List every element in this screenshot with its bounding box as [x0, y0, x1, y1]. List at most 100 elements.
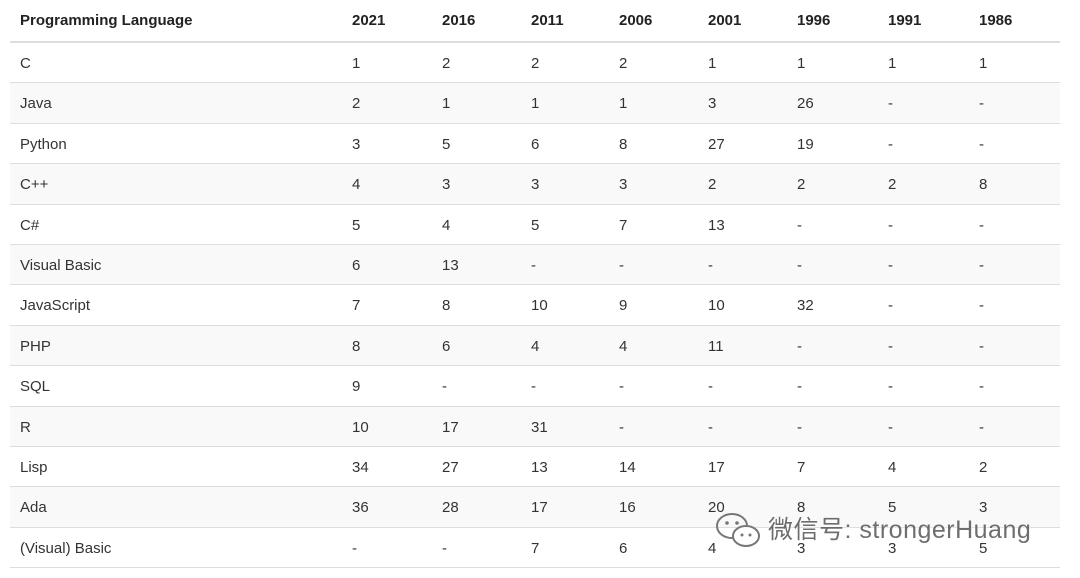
- rank-cell: 7: [619, 216, 628, 234]
- language-cell: Visual Basic: [20, 257, 102, 274]
- rank-cell: -: [531, 257, 536, 274]
- table-row: Lisp 34 27 13 14 17 7 4 2: [10, 447, 1060, 488]
- header-cell: 2021: [352, 12, 386, 29]
- watermark-text: 微信号: strongerHuang: [768, 516, 1032, 544]
- table-row: SQL 9 - - - - - - -: [10, 366, 1060, 407]
- rank-cell: 9: [352, 378, 361, 396]
- rank-cell: -: [888, 95, 893, 113]
- rank-cell: -: [979, 95, 984, 113]
- rank-cell: 34: [352, 459, 369, 476]
- rank-cell: 5: [352, 216, 361, 234]
- table-row: Java 2 1 1 1 3 26 - -: [10, 83, 1060, 124]
- rank-cell: 19: [797, 135, 814, 153]
- rank-cell: 2: [797, 176, 806, 194]
- rank-cell: -: [979, 418, 984, 436]
- rank-cell: 4: [442, 216, 451, 234]
- rank-cell: 10: [531, 297, 548, 315]
- rank-cell: 1: [979, 55, 988, 72]
- rank-cell: 5: [888, 499, 897, 517]
- header-cell: 2001: [708, 12, 742, 29]
- rank-cell: 7: [797, 459, 806, 476]
- header-cell: 2011: [531, 12, 564, 29]
- rank-cell: -: [888, 337, 893, 355]
- rank-cell: 7: [352, 297, 361, 315]
- rank-cell: 1: [352, 55, 361, 72]
- language-cell: Python: [20, 135, 67, 153]
- rank-cell: 16: [619, 499, 636, 517]
- rank-cell: 2: [619, 55, 628, 72]
- rank-cell: 14: [619, 459, 636, 476]
- rank-cell: -: [888, 257, 893, 274]
- rank-cell: -: [979, 297, 984, 315]
- rank-cell: 3: [352, 135, 361, 153]
- watermark: 微信号: strongerHuang: [712, 508, 1052, 552]
- language-cell: Lisp: [20, 459, 48, 476]
- header-cell: 1996: [797, 12, 831, 29]
- rank-cell: 10: [708, 297, 725, 315]
- rank-cell: -: [888, 378, 893, 396]
- rank-cell: -: [619, 257, 624, 274]
- rank-cell: 3: [797, 539, 806, 557]
- rank-cell: -: [979, 257, 984, 274]
- rank-cell: 2: [442, 55, 451, 72]
- rank-cell: -: [797, 418, 802, 436]
- rank-cell: 1: [442, 95, 451, 113]
- rank-cell: 20: [708, 499, 725, 517]
- rank-cell: 27: [708, 135, 725, 153]
- language-cell: PHP: [20, 337, 51, 355]
- rank-cell: 8: [619, 135, 628, 153]
- rank-cell: 4: [352, 176, 361, 194]
- rank-cell: 2: [531, 55, 540, 72]
- rank-cell: 1: [797, 55, 806, 72]
- rank-cell: 36: [352, 499, 369, 517]
- rank-cell: -: [979, 378, 984, 396]
- language-cell: JavaScript: [20, 297, 91, 315]
- rank-cell: -: [797, 257, 802, 274]
- rank-cell: 32: [797, 297, 814, 315]
- rank-cell: -: [888, 418, 893, 436]
- rank-cell: -: [888, 135, 893, 153]
- table-row: C 1 2 2 2 1 1 1 1: [10, 43, 1060, 84]
- rank-cell: 6: [531, 135, 540, 153]
- rank-cell: 5: [979, 539, 988, 557]
- language-cell: SQL: [20, 378, 51, 396]
- rank-cell: 17: [442, 418, 459, 436]
- table-row: C++ 4 3 3 3 2 2 2 8: [10, 164, 1060, 205]
- rank-cell: -: [708, 257, 713, 274]
- rank-cell: 3: [708, 95, 717, 113]
- rank-cell: 10: [352, 418, 369, 436]
- rank-cell: 2: [888, 176, 897, 194]
- rank-cell: 26: [797, 95, 814, 113]
- table-row: PHP 8 6 4 4 11 - - -: [10, 325, 1060, 367]
- table-row: Visual Basic 6 13 - - - - - -: [10, 245, 1060, 286]
- wechat-icon: [716, 513, 760, 547]
- rank-cell: 17: [708, 459, 725, 476]
- language-cell: R: [20, 418, 31, 436]
- rank-cell: 4: [531, 337, 540, 355]
- rank-cell: -: [888, 216, 893, 234]
- language-cell: Java: [20, 95, 52, 113]
- rank-cell: 3: [979, 499, 988, 517]
- rank-cell: 17: [531, 499, 548, 517]
- rank-cell: -: [442, 378, 447, 396]
- rank-cell: 3: [442, 176, 451, 194]
- rank-cell: 8: [979, 176, 988, 194]
- table-row: C# 5 4 5 7 13 - - -: [10, 205, 1060, 245]
- rank-cell: 9: [619, 297, 628, 315]
- rank-cell: 3: [619, 176, 628, 194]
- language-cell: C#: [20, 216, 40, 234]
- rank-cell: 28: [442, 499, 459, 517]
- header-cell: 1986: [979, 12, 1013, 29]
- table-row: R 10 17 31 - - - - -: [10, 406, 1060, 447]
- rank-cell: 4: [708, 539, 717, 557]
- rank-cell: 8: [352, 337, 361, 355]
- rank-cell: 8: [442, 297, 451, 315]
- rank-cell: 2: [708, 176, 717, 194]
- rank-cell: -: [708, 418, 713, 436]
- rank-cell: 4: [619, 337, 628, 355]
- header-row: Programming Language 2021 2016 2011 2006 2001…: [10, 0, 1060, 43]
- rank-cell: -: [979, 135, 984, 153]
- table-row: (Visual) Basic - - 7 6 4 3 3 5: [10, 528, 1060, 569]
- rank-cell: -: [979, 216, 984, 234]
- header-cell: 2006: [619, 12, 653, 29]
